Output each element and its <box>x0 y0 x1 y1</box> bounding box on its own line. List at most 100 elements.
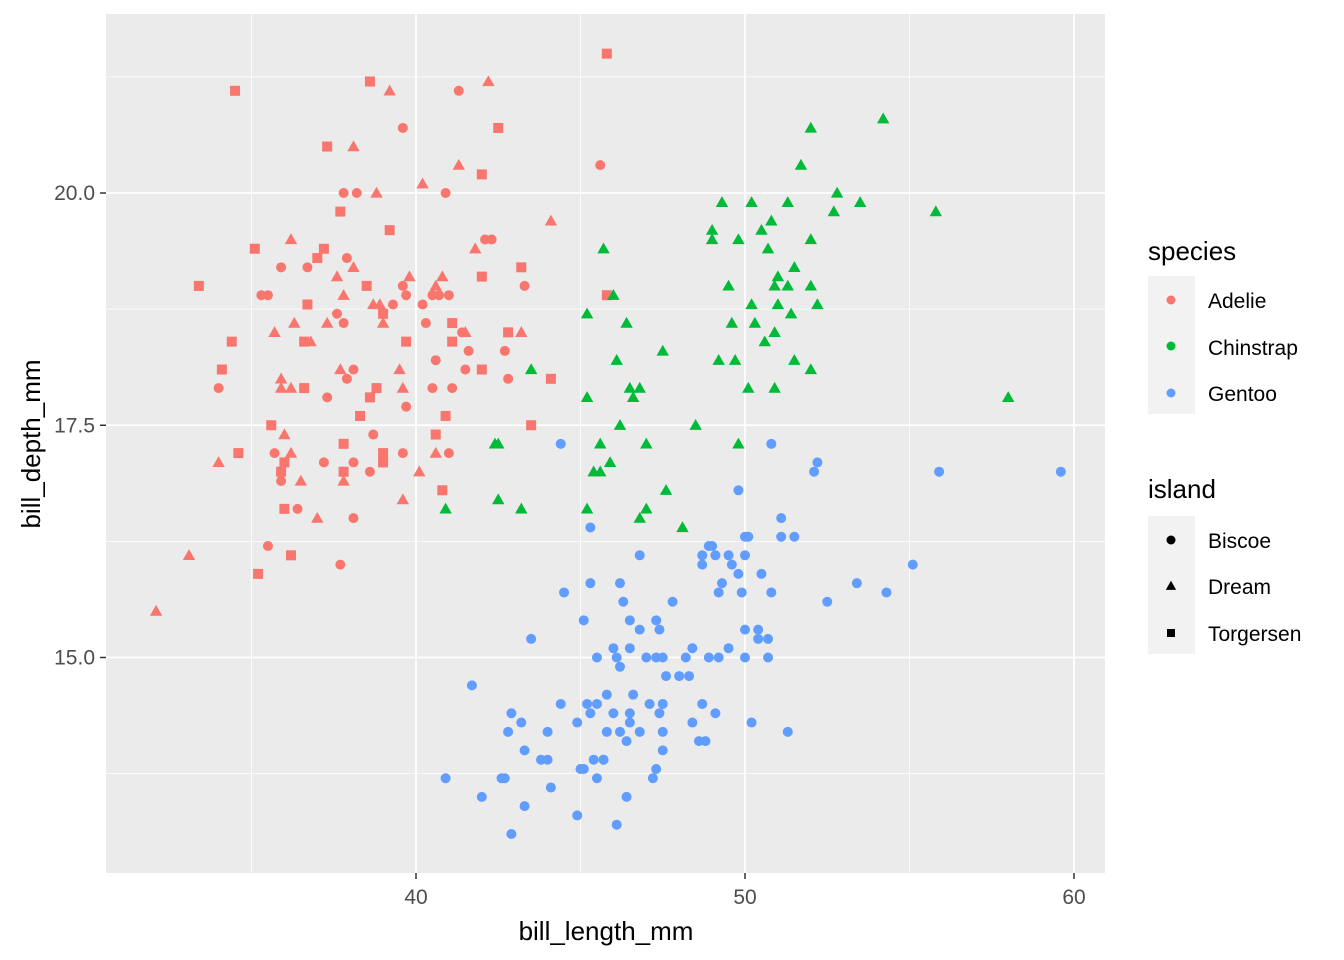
point-gentoo <box>601 726 612 737</box>
point-gentoo <box>657 745 668 756</box>
point-adelie <box>376 316 390 328</box>
point-adelie <box>230 85 241 96</box>
point-adelie <box>302 262 313 273</box>
point-chinstrap <box>765 214 778 226</box>
point-adelie <box>401 336 412 347</box>
point-adelie <box>453 85 464 96</box>
point-gentoo <box>634 726 645 737</box>
point-gentoo <box>733 485 744 496</box>
point-adelie <box>302 299 313 310</box>
point-chinstrap <box>620 316 633 328</box>
point-gentoo <box>654 624 665 635</box>
point-adelie <box>420 318 431 329</box>
point-adelie <box>330 270 344 282</box>
point-adelie <box>348 513 359 524</box>
point-adelie <box>274 372 288 384</box>
point-adelie <box>351 188 362 198</box>
point-adelie <box>397 122 408 133</box>
point-chinstrap <box>830 186 844 198</box>
legend-key-chinstrap <box>1166 341 1176 351</box>
point-adelie <box>476 169 487 180</box>
point-gentoo <box>697 698 708 709</box>
point-chinstrap <box>804 121 817 133</box>
point-gentoo <box>726 559 737 570</box>
point-adelie <box>337 474 350 486</box>
point-gentoo <box>559 587 570 598</box>
point-chinstrap <box>853 196 867 207</box>
point-adelie <box>519 280 530 291</box>
legend-label-gentoo: Gentoo <box>1208 383 1277 406</box>
point-adelie <box>516 262 527 273</box>
point-gentoo <box>641 652 652 663</box>
point-gentoo <box>466 680 477 691</box>
point-gentoo <box>614 661 625 672</box>
point-adelie <box>440 188 451 198</box>
point-chinstrap <box>788 261 801 272</box>
point-adelie <box>361 280 372 291</box>
point-chinstrap <box>732 233 745 245</box>
point-adelie <box>430 355 441 366</box>
point-adelie <box>318 457 329 468</box>
point-chinstrap <box>603 456 617 468</box>
point-adelie <box>378 448 389 459</box>
point-gentoo <box>572 810 583 821</box>
point-chinstrap <box>656 344 669 356</box>
point-gentoo <box>591 652 602 663</box>
point-adelie <box>278 428 291 440</box>
point-adelie <box>515 326 528 337</box>
point-adelie <box>341 373 352 384</box>
point-gentoo <box>519 801 530 812</box>
legend-key-dream <box>1165 580 1177 590</box>
point-gentoo <box>657 698 668 709</box>
point-gentoo <box>601 689 612 700</box>
point-gentoo <box>555 438 566 449</box>
legend-label-chinstrap: Chinstrap <box>1208 337 1298 360</box>
point-gentoo <box>703 652 714 663</box>
point-gentoo <box>710 708 721 719</box>
point-adelie <box>396 381 410 393</box>
point-chinstrap <box>640 502 653 514</box>
point-chinstrap <box>640 437 653 449</box>
point-gentoo <box>591 698 602 709</box>
point-adelie <box>276 475 287 486</box>
point-gentoo <box>733 568 744 579</box>
point-adelie <box>284 233 298 245</box>
point-adelie <box>482 75 495 87</box>
point-adelie <box>338 438 349 449</box>
point-adelie <box>396 493 410 505</box>
point-adelie <box>452 158 465 170</box>
point-gentoo <box>654 708 665 719</box>
y-tick-label: 17.5 <box>54 414 95 437</box>
point-adelie <box>226 336 237 347</box>
point-adelie <box>294 474 308 486</box>
point-adelie <box>457 327 468 338</box>
point-chinstrap <box>745 196 758 207</box>
point-adelie <box>337 288 350 300</box>
x-tick-label: 60 <box>1062 886 1085 909</box>
point-adelie <box>503 373 514 384</box>
plot-panel <box>106 14 1105 873</box>
legend-species: species Adelie Chinstrap Gentoo <box>1148 236 1298 414</box>
point-gentoo <box>624 615 635 626</box>
point-adelie <box>292 503 303 514</box>
point-gentoo <box>506 708 517 719</box>
point-chinstrap <box>755 223 768 235</box>
point-gentoo <box>851 578 862 589</box>
point-chinstrap <box>610 354 623 365</box>
point-gentoo <box>545 782 556 793</box>
point-gentoo <box>582 698 593 709</box>
point-gentoo <box>516 717 527 728</box>
point-chinstrap <box>594 465 607 477</box>
point-gentoo <box>651 615 662 626</box>
point-adelie <box>318 243 329 254</box>
point-adelie <box>476 364 487 375</box>
point-adelie <box>338 466 349 477</box>
legend-species-keys <box>1166 295 1176 398</box>
point-adelie <box>469 242 482 254</box>
point-gentoo <box>618 596 629 607</box>
point-gentoo <box>700 736 711 747</box>
point-gentoo <box>628 689 639 700</box>
point-adelie <box>368 429 379 440</box>
point-gentoo <box>503 726 514 737</box>
